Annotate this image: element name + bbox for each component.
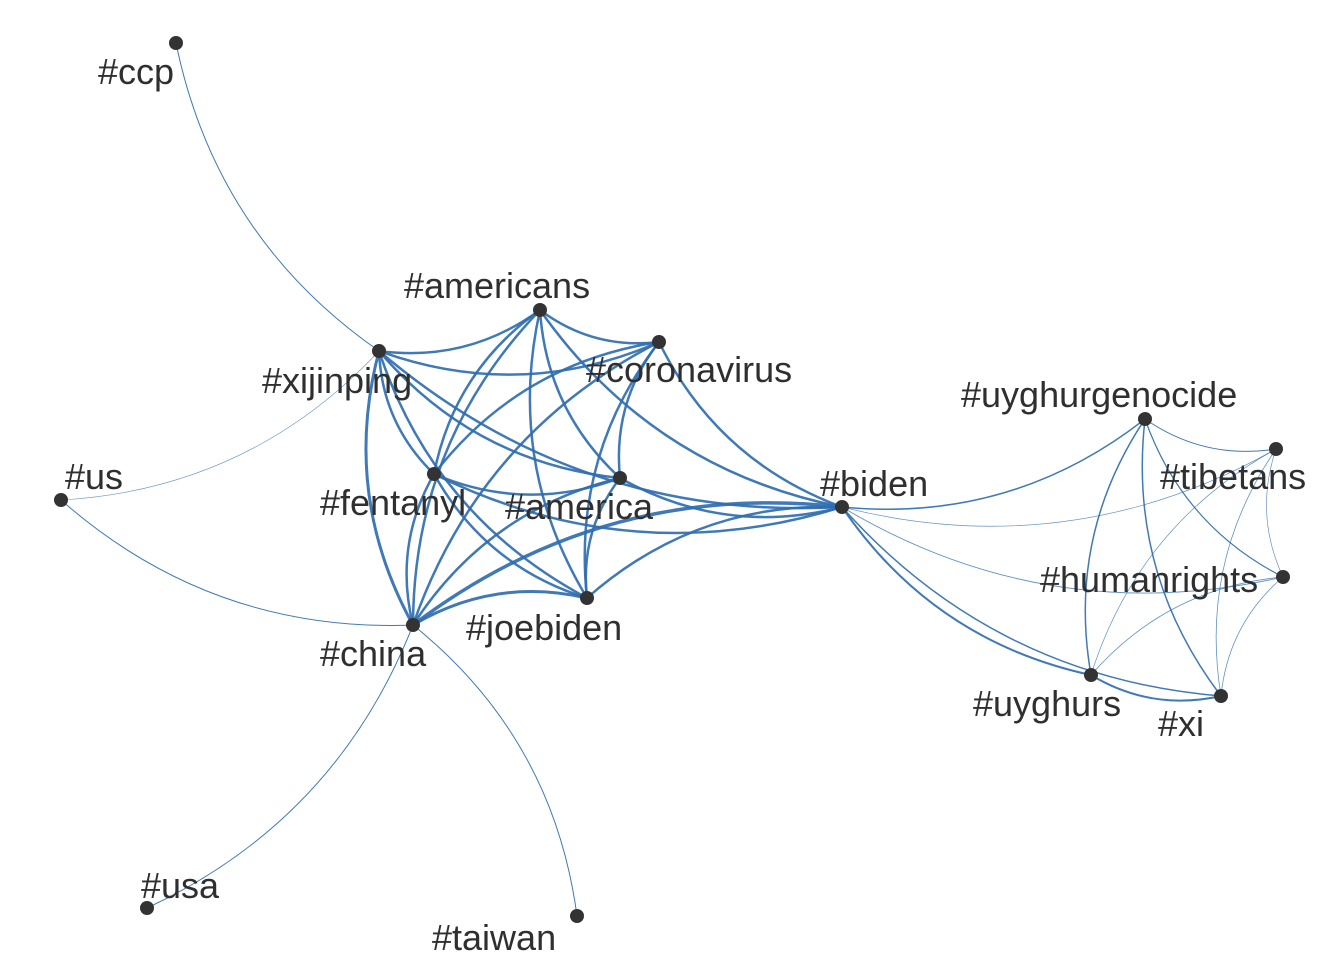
- edge-ccp-xijinping: [175, 42, 380, 352]
- edge-tibetans-xi: [1215, 448, 1277, 697]
- node-label-america: #america: [505, 486, 654, 527]
- node-label-ccp: #ccp: [98, 51, 174, 92]
- edge-us-xijinping: [60, 350, 380, 501]
- edge-taiwan-china: [412, 624, 578, 917]
- edge-tibetans-uyghurs: [1090, 448, 1277, 676]
- node-americans[interactable]: [533, 303, 547, 317]
- edge-xijinping-americans: [377, 308, 542, 355]
- node-uyghurs[interactable]: [1084, 668, 1098, 682]
- edge-joebiden-china: [411, 590, 589, 627]
- edge-biden-xi: [841, 506, 1222, 697]
- node-xi[interactable]: [1214, 689, 1228, 703]
- edge-xijinping-fentanyl: [377, 349, 436, 476]
- edge-tibetans-humanrights: [1266, 448, 1284, 578]
- edge-america-biden: [618, 476, 844, 519]
- node-label-usa: #usa: [141, 865, 220, 906]
- node-label-humanrights: #humanrights: [1040, 559, 1258, 600]
- node-label-uyghurgenocide: #uyghurgenocide: [961, 374, 1237, 415]
- node-america[interactable]: [613, 471, 627, 485]
- node-usa[interactable]: [140, 901, 154, 915]
- edge-biden-china: [411, 501, 844, 627]
- node-us[interactable]: [54, 493, 68, 507]
- node-label-taiwan: #taiwan: [432, 917, 556, 958]
- edge-biden-joebiden: [585, 505, 844, 600]
- node-label-us: #us: [65, 456, 123, 497]
- node-label-coronavirus: #coronavirus: [586, 349, 792, 390]
- node-label-fentanyl: #fentanyl: [320, 482, 466, 523]
- edge-americans-china: [411, 308, 542, 627]
- edge-uyghurgenocide-xi: [1141, 418, 1222, 697]
- edge-biden-tibetans: [841, 448, 1277, 527]
- edge-americans-coronavirus: [538, 308, 661, 345]
- edge-america-china: [411, 476, 622, 627]
- node-label-biden: #biden: [820, 463, 928, 504]
- node-label-china: #china: [320, 633, 427, 674]
- edge-humanrights-xi: [1220, 576, 1284, 697]
- edge-xijinping-america: [377, 349, 622, 480]
- node-uyghurgenocide[interactable]: [1138, 412, 1152, 426]
- edge-coronavirus-fentanyl: [432, 340, 661, 476]
- node-label-americans: #americans: [404, 265, 590, 306]
- edge-americans-fentanyl: [432, 308, 542, 476]
- edge-coronavirus-biden: [657, 340, 844, 509]
- node-coronavirus[interactable]: [652, 335, 666, 349]
- node-china[interactable]: [406, 618, 420, 632]
- edge-fentanyl-biden: [432, 472, 844, 535]
- node-label-xi: #xi: [1158, 703, 1204, 744]
- edge-xijinping-joebiden: [377, 349, 589, 600]
- node-label-uyghurs: #uyghurs: [973, 683, 1121, 724]
- edge-humanrights-uyghurs: [1090, 576, 1284, 676]
- edge-biden-uyghurgenocide: [841, 418, 1146, 510]
- labels-layer: #ccp #xijinping #americans #coronavirus #us #…: [65, 51, 1306, 958]
- edge-americans-america: [538, 308, 622, 480]
- node-biden[interactable]: [835, 500, 849, 514]
- edge-coronavirus-china: [411, 340, 661, 627]
- edge-america-joebiden: [584, 476, 622, 600]
- node-fentanyl[interactable]: [427, 467, 441, 481]
- edge-coronavirus-joebiden: [583, 340, 661, 600]
- node-tibetans[interactable]: [1269, 442, 1283, 456]
- edge-uyghurgenocide-uyghurs: [1084, 418, 1146, 676]
- edge-us-china: [60, 499, 414, 626]
- edges-layer: [60, 42, 1284, 917]
- edge-americans-joebiden: [528, 308, 589, 600]
- node-taiwan[interactable]: [570, 909, 584, 923]
- edge-uyghurgenocide-tibetans: [1144, 418, 1277, 452]
- node-humanrights[interactable]: [1276, 570, 1290, 584]
- nodes-layer: [54, 36, 1290, 923]
- node-ccp[interactable]: [169, 36, 183, 50]
- edge-fentanyl-china: [405, 472, 436, 627]
- node-label-xijinping: #xijinping: [262, 360, 412, 401]
- node-joebiden[interactable]: [580, 591, 594, 605]
- edge-americans-biden: [538, 308, 844, 509]
- edge-xijinping-china: [364, 349, 415, 627]
- edge-uyghurgenocide-humanrights: [1144, 418, 1284, 578]
- edge-fentanyl-joebiden: [432, 472, 589, 600]
- node-label-tibetans: #tibetans: [1160, 456, 1306, 497]
- edge-uyghurs-xi: [1090, 674, 1222, 702]
- edge-usa-china: [146, 624, 414, 909]
- edge-xijinping-coronavirus: [377, 340, 661, 376]
- node-xijinping[interactable]: [372, 344, 386, 358]
- node-label-joebiden: #joebiden: [466, 607, 622, 648]
- edge-biden-uyghurs: [841, 506, 1092, 676]
